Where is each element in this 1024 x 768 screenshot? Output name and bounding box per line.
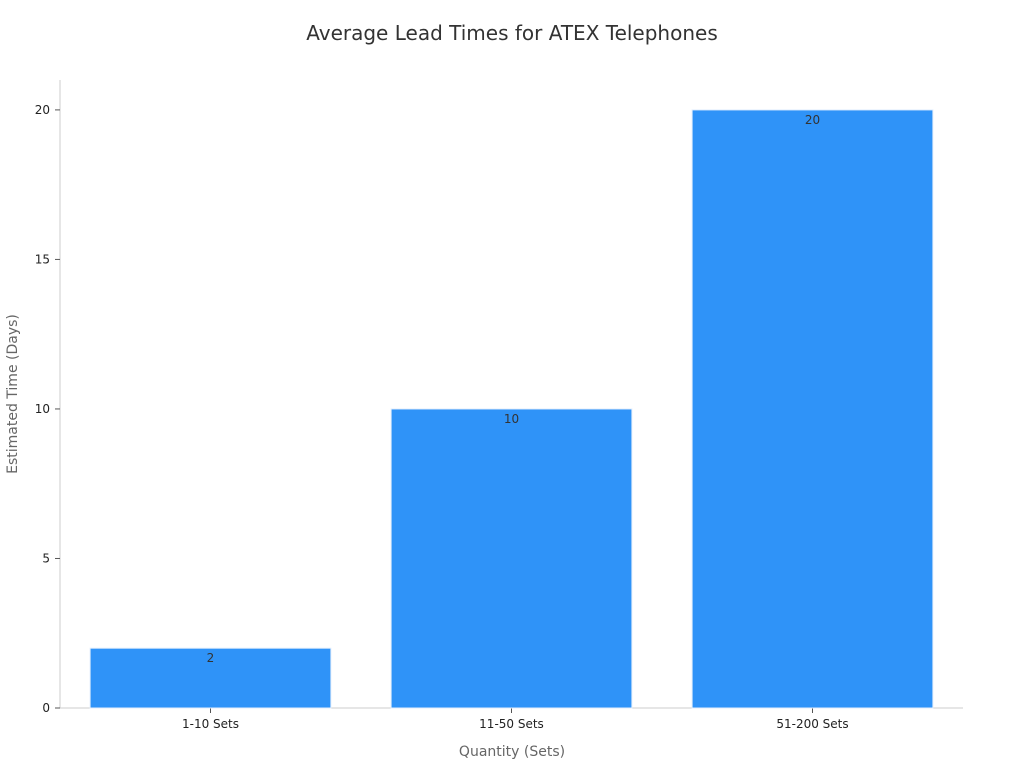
data-labels-group: 2 10 20	[207, 113, 820, 665]
x-tick-label: 11-50 Sets	[479, 717, 544, 731]
data-label: 2	[207, 651, 215, 665]
x-tick-label: 1-10 Sets	[182, 717, 239, 731]
bar	[691, 109, 934, 709]
data-label: 20	[805, 113, 820, 127]
y-tick-label: 5	[42, 551, 50, 565]
y-tick-label: 15	[35, 252, 50, 266]
bars-group	[89, 109, 934, 709]
x-axis-label: Quantity (Sets)	[459, 744, 565, 760]
y-tick-label: 20	[35, 103, 50, 117]
data-label: 10	[504, 412, 519, 426]
chart-title: Average Lead Times for ATEX Telephones	[306, 21, 718, 45]
bar	[390, 408, 633, 709]
y-axis: 0 5 10 15 20	[35, 80, 61, 715]
bar	[89, 647, 332, 709]
y-axis-label: Estimated Time (Days)	[5, 314, 21, 474]
x-tick-label: 51-200 Sets	[776, 717, 848, 731]
y-tick-label: 10	[35, 402, 50, 416]
y-tick-label: 0	[42, 701, 50, 715]
x-axis: 1-10 Sets 11-50 Sets 51-200 Sets	[60, 707, 963, 731]
